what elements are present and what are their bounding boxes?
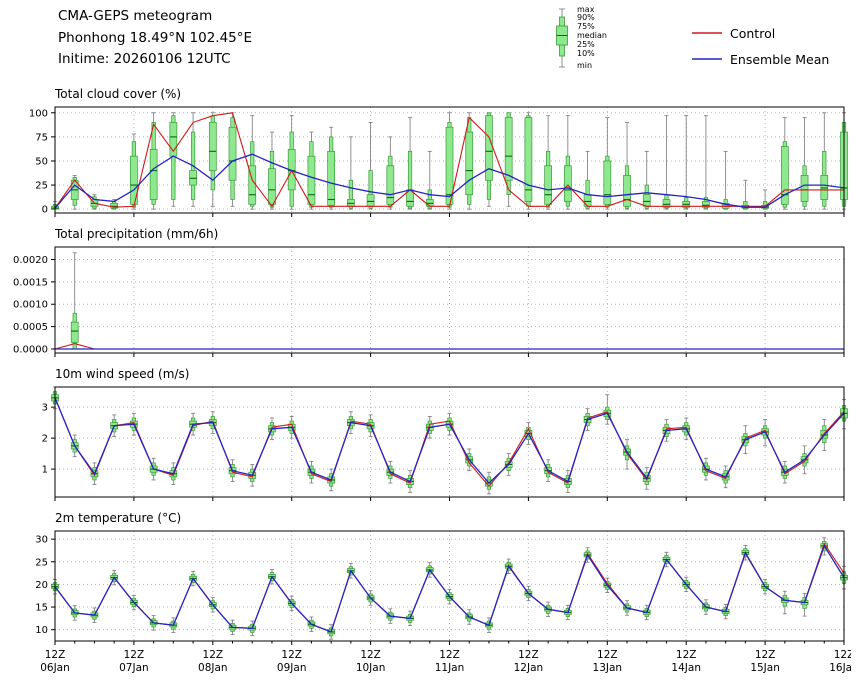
precipitation-panel: Total precipitation (mm/6h) 0.0000 0.0005… [3,227,857,364]
svg-text:2: 2 [42,434,48,445]
legend-25-label: 25% [577,40,595,49]
svg-text:12Z: 12Z [439,649,460,661]
svg-text:20: 20 [35,580,48,591]
svg-text:09Jan: 09Jan [277,662,307,674]
svg-text:15: 15 [35,603,48,614]
svg-text:14Jan: 14Jan [671,662,701,674]
svg-text:11Jan: 11Jan [435,662,465,674]
legend-min-label: min [577,61,593,70]
legend-ensemble-label: Ensemble Mean [730,51,830,67]
svg-text:0.0020: 0.0020 [13,255,48,266]
precipitation-chart: 0.0000 0.0005 0.0010 0.0015 0.0020 [13,246,845,357]
svg-text:0.0010: 0.0010 [13,300,48,311]
wind-speed-panel: 10m wind speed (m/s) 1 2 3 [3,367,857,508]
svg-text:12Z: 12Z [834,649,851,661]
precipitation-title: Total precipitation (mm/6h) [55,227,219,241]
svg-text:10: 10 [35,625,48,636]
svg-text:0.0015: 0.0015 [13,277,48,288]
svg-text:12Z: 12Z [597,649,618,661]
cloud-cover-title: Total cloud cover (%) [55,87,182,101]
svg-text:12Z: 12Z [281,649,302,661]
svg-text:50: 50 [35,156,48,167]
cloud-cover-chart: 0 25 50 75 100 [29,106,848,217]
svg-text:25: 25 [35,557,48,568]
control-line-icon [692,32,722,34]
svg-text:12Z: 12Z [360,649,381,661]
legend-control-label: Control [730,25,776,41]
legend-ensemble-row: Ensemble Mean [692,50,829,68]
header-block: CMA-GEPS meteogram Phonhong 18.49°N 102.… [58,6,252,71]
svg-text:12Jan: 12Jan [514,662,544,674]
location-label: Phonhong 18.49°N 102.45°E [58,29,253,46]
init-time-label: Initime: 20260106 12UTC [58,51,231,68]
svg-text:12Z: 12Z [676,649,697,661]
charts-area: Total cloud cover (%) 0 25 50 75 100 Total p… [0,84,857,680]
svg-text:0.0000: 0.0000 [13,344,48,355]
svg-text:30: 30 [35,535,48,546]
legend-90-label: 90% [577,13,595,22]
line-legend: Control Ensemble Mean [692,24,829,76]
svg-text:08Jan: 08Jan [198,662,228,674]
legend-10-label: 10% [577,49,595,58]
svg-text:25: 25 [35,181,48,192]
cloud-cover-panel: Total cloud cover (%) 0 25 50 75 100 [3,87,857,224]
legend-max-label: max [577,5,595,14]
legend-75-label: 75% [577,22,595,31]
svg-text:75: 75 [35,132,48,143]
temperature-chart: 101520253012Z06Jan12Z07Jan12Z08Jan12Z09J… [35,530,857,674]
svg-text:07Jan: 07Jan [119,662,149,674]
page-title: CMA-GEPS meteogram [58,8,213,24]
wind-speed-chart: 1 2 3 [42,386,848,501]
svg-text:06Jan: 06Jan [40,662,70,674]
svg-text:10Jan: 10Jan [356,662,386,674]
ensemble-mean-line-icon [692,58,722,60]
svg-text:13Jan: 13Jan [593,662,623,674]
temperature-panel: 2m temperature (°C) 10 15 20 25 30 12Z 06Jan 12… [3,511,857,680]
legend-control-row: Control [692,24,829,42]
svg-text:3: 3 [42,403,48,414]
svg-text:12Z: 12Z [45,649,66,661]
svg-text:12Z: 12Z [203,649,224,661]
svg-text:12Z: 12Z [518,649,539,661]
svg-text:0.0005: 0.0005 [13,322,48,333]
svg-text:0: 0 [42,205,48,216]
legend-median-label: median [577,31,607,40]
temperature-title: 2m temperature (°C) [55,511,182,525]
svg-text:16Jan: 16Jan [829,662,851,674]
boxplot-legend-icon [556,8,568,68]
svg-text:15Jan: 15Jan [750,662,780,674]
wind-speed-title: 10m wind speed (m/s) [55,367,190,381]
svg-text:1: 1 [42,465,48,476]
svg-text:100: 100 [29,108,48,119]
svg-text:12Z: 12Z [124,649,145,661]
svg-text:12Z: 12Z [755,649,776,661]
